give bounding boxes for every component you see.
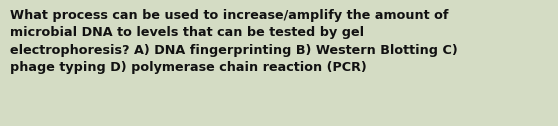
Text: What process can be used to increase/amplify the amount of
microbial DNA to leve: What process can be used to increase/amp… <box>10 9 458 74</box>
